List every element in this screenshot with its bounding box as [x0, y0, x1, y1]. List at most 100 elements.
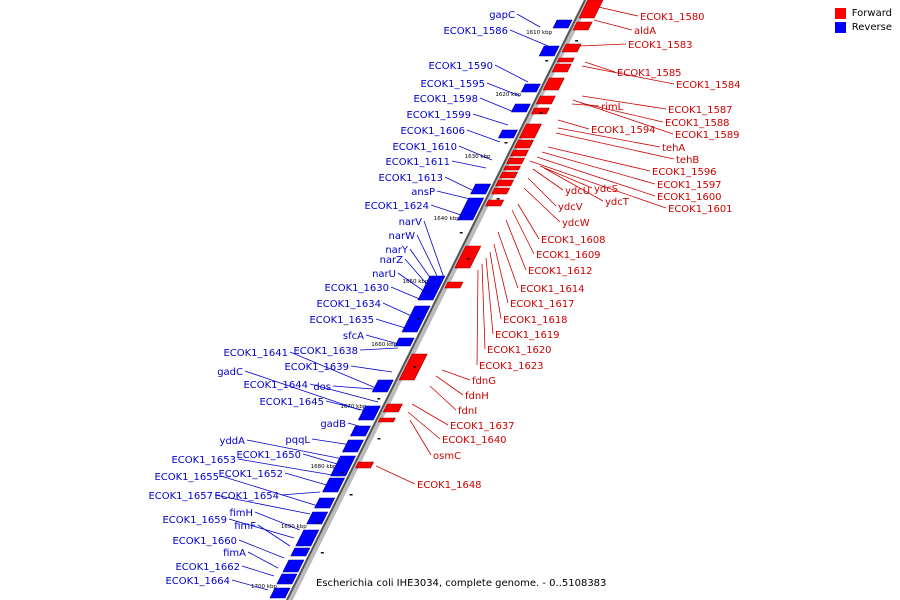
- forward-gene-label[interactable]: ECOK1_1588: [665, 118, 730, 129]
- forward-gene[interactable]: [495, 179, 515, 187]
- forward-gene-label[interactable]: ydcV: [558, 202, 583, 213]
- reverse-gene-label[interactable]: ECOK1_1638: [293, 346, 358, 357]
- forward-gene-label[interactable]: tehA: [662, 143, 685, 154]
- reverse-gene-label[interactable]: ECOK1_1655: [154, 472, 219, 483]
- forward-gene-label[interactable]: fdnI: [458, 406, 477, 417]
- reverse-gene-label[interactable]: ECOK1_1653: [171, 455, 236, 466]
- reverse-gene[interactable]: [470, 183, 492, 195]
- forward-gene[interactable]: [535, 95, 556, 105]
- reverse-gene-label[interactable]: ECOK1_1641: [223, 348, 288, 359]
- forward-gene-label[interactable]: aldA: [634, 26, 656, 37]
- reverse-gene-label[interactable]: ECOK1_1659: [162, 515, 227, 526]
- reverse-gene-label[interactable]: fimH: [229, 508, 253, 519]
- reverse-gene[interactable]: [424, 275, 446, 287]
- reverse-gene-label[interactable]: pqqL: [285, 435, 310, 446]
- forward-gene-label[interactable]: ECOK1_1637: [450, 421, 515, 432]
- forward-gene-label[interactable]: ydcT: [605, 197, 630, 208]
- reverse-gene-label[interactable]: ECOK1_1657: [148, 491, 213, 502]
- forward-gene-label[interactable]: ECOK1_1648: [417, 480, 482, 491]
- reverse-gene[interactable]: [290, 547, 311, 557]
- reverse-gene[interactable]: [276, 573, 298, 585]
- forward-gene-label[interactable]: ECOK1_1589: [675, 130, 740, 141]
- reverse-gene-label[interactable]: fimF: [234, 521, 256, 532]
- reverse-gene-label[interactable]: ECOK1_1606: [400, 126, 465, 137]
- forward-gene[interactable]: [530, 107, 550, 115]
- forward-gene-label[interactable]: ECOK1_1587: [668, 105, 733, 116]
- reverse-gene-label[interactable]: dos: [313, 382, 331, 393]
- forward-gene-label[interactable]: ECOK1_1597: [657, 180, 722, 191]
- forward-gene-label[interactable]: ECOK1_1620: [487, 345, 552, 356]
- reverse-gene[interactable]: [357, 405, 381, 421]
- forward-gene-label[interactable]: ECOK1_1612: [528, 266, 593, 277]
- forward-gene-label[interactable]: ydcW: [562, 218, 590, 229]
- forward-gene[interactable]: [514, 139, 534, 149]
- forward-gene[interactable]: [491, 187, 511, 195]
- reverse-gene-label[interactable]: gadC: [217, 367, 243, 378]
- reverse-gene-label[interactable]: ECOK1_1590: [428, 61, 493, 72]
- forward-gene-label[interactable]: ECOK1_1614: [520, 284, 585, 295]
- forward-gene-label[interactable]: ECOK1_1617: [510, 299, 575, 310]
- forward-gene-label[interactable]: ECOK1_1585: [617, 68, 682, 79]
- reverse-gene-label[interactable]: narV: [399, 217, 423, 228]
- reverse-gene-label[interactable]: ECOK1_1598: [413, 94, 478, 105]
- forward-gene-label[interactable]: ECOK1_1640: [442, 435, 507, 446]
- forward-gene-label[interactable]: ECOK1_1623: [479, 361, 544, 372]
- reverse-gene-label[interactable]: narW: [389, 231, 416, 242]
- forward-gene-label[interactable]: ECOK1_1584: [676, 80, 741, 91]
- reverse-gene-label[interactable]: ECOK1_1654: [214, 491, 279, 502]
- reverse-gene-label[interactable]: ansP: [411, 187, 435, 198]
- reverse-gene[interactable]: [510, 103, 531, 113]
- reverse-gene-label[interactable]: ECOK1_1586: [443, 26, 508, 37]
- forward-gene-label[interactable]: ECOK1_1601: [668, 204, 733, 215]
- reverse-gene[interactable]: [342, 439, 364, 453]
- reverse-gene[interactable]: [497, 129, 518, 139]
- forward-gene-label[interactable]: ECOK1_1619: [495, 330, 560, 341]
- reverse-gene[interactable]: [538, 45, 560, 57]
- forward-gene-label[interactable]: osmC: [433, 451, 461, 462]
- forward-gene[interactable]: [485, 199, 505, 207]
- forward-gene[interactable]: [506, 157, 526, 165]
- reverse-gene-label[interactable]: narZ: [380, 255, 404, 266]
- forward-gene[interactable]: [510, 149, 529, 157]
- forward-gene[interactable]: [556, 57, 575, 63]
- reverse-gene-label[interactable]: ECOK1_1630: [324, 283, 389, 294]
- reverse-gene-label[interactable]: ECOK1_1611: [385, 157, 450, 168]
- reverse-gene[interactable]: [371, 379, 394, 393]
- forward-gene[interactable]: [572, 21, 593, 31]
- forward-gene-label[interactable]: ECOK1_1583: [628, 40, 693, 51]
- forward-gene-label[interactable]: rimL: [601, 102, 624, 113]
- forward-gene[interactable]: [382, 403, 403, 413]
- forward-gene[interactable]: [578, 0, 604, 19]
- forward-gene[interactable]: [503, 165, 522, 171]
- forward-gene-label[interactable]: ECOK1_1594: [591, 125, 656, 136]
- forward-gene-label[interactable]: ECOK1_1608: [541, 235, 606, 246]
- reverse-gene[interactable]: [401, 305, 431, 333]
- reverse-gene-label[interactable]: sfcA: [343, 331, 364, 342]
- forward-gene-label[interactable]: ECOK1_1609: [536, 250, 601, 261]
- reverse-gene[interactable]: [394, 337, 415, 347]
- forward-gene[interactable]: [377, 417, 396, 423]
- forward-gene[interactable]: [561, 43, 582, 53]
- forward-gene[interactable]: [444, 281, 464, 289]
- reverse-gene-label[interactable]: ECOK1_1634: [316, 299, 381, 310]
- forward-gene[interactable]: [518, 123, 542, 139]
- forward-gene[interactable]: [542, 77, 565, 91]
- reverse-gene[interactable]: [349, 425, 371, 437]
- forward-gene-label[interactable]: fdnH: [465, 391, 489, 402]
- reverse-gene-label[interactable]: narY: [385, 245, 409, 256]
- forward-gene[interactable]: [454, 245, 482, 269]
- reverse-gene-label[interactable]: narU: [372, 269, 396, 280]
- forward-gene[interactable]: [355, 461, 375, 469]
- reverse-gene-label[interactable]: ECOK1_1660: [172, 536, 237, 547]
- reverse-gene-label[interactable]: ECOK1_1664: [165, 576, 230, 587]
- forward-gene-label[interactable]: ECOK1_1596: [652, 167, 717, 178]
- reverse-gene[interactable]: [520, 83, 541, 93]
- reverse-gene[interactable]: [330, 455, 356, 477]
- reverse-gene[interactable]: [269, 587, 291, 599]
- reverse-gene-label[interactable]: ECOK1_1610: [392, 142, 457, 153]
- forward-gene-label[interactable]: tehB: [676, 155, 699, 166]
- forward-gene-label[interactable]: ECOK1_1618: [503, 315, 568, 326]
- reverse-gene-label[interactable]: ECOK1_1599: [406, 110, 471, 121]
- forward-gene-label[interactable]: fdnG: [472, 376, 496, 387]
- forward-gene-label[interactable]: ydcU: [565, 186, 590, 197]
